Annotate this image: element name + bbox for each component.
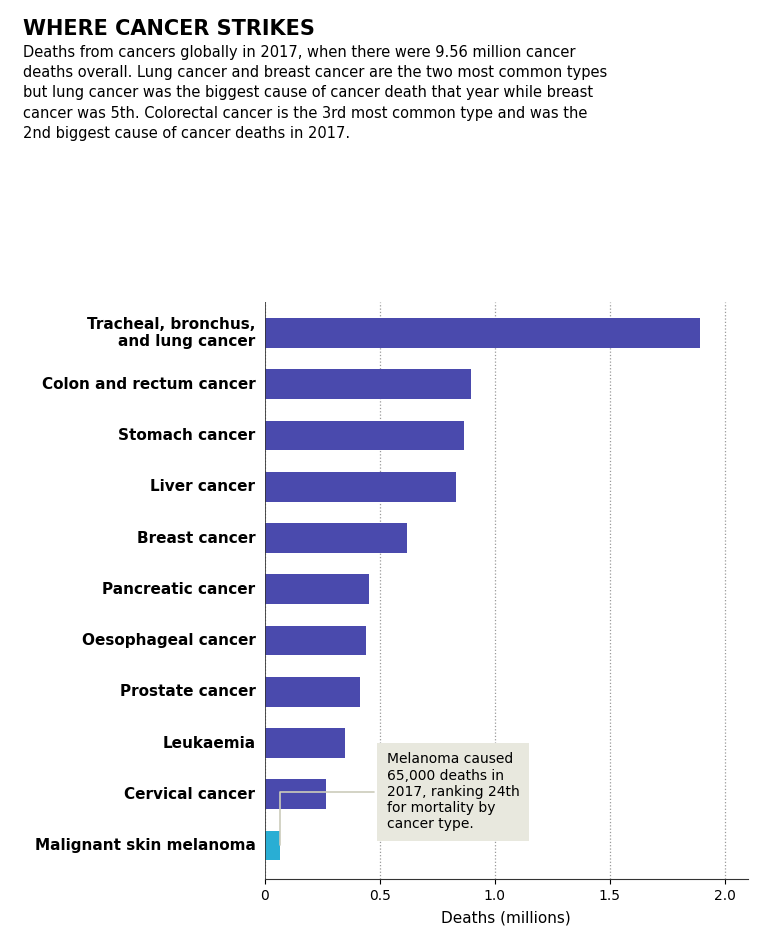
Bar	[265, 779, 325, 809]
Text: Stomach cancer: Stomach cancer	[118, 428, 255, 443]
Text: Melanoma caused
65,000 deaths in
2017, ranking 24th
for mortality by
cancer type: Melanoma caused 65,000 deaths in 2017, r…	[279, 752, 519, 845]
Text: WHERE CANCER STRIKES: WHERE CANCER STRIKES	[23, 19, 315, 39]
Bar	[265, 369, 470, 399]
Bar	[265, 728, 345, 758]
Text: Malignant skin melanoma: Malignant skin melanoma	[35, 838, 255, 853]
Text: Breast cancer: Breast cancer	[137, 530, 255, 546]
Bar	[265, 472, 456, 501]
Bar	[265, 524, 407, 552]
X-axis label: Deaths (millions): Deaths (millions)	[441, 910, 571, 926]
Bar	[265, 677, 360, 707]
Text: Pancreatic cancer: Pancreatic cancer	[102, 582, 255, 597]
Text: Oesophageal cancer: Oesophageal cancer	[81, 633, 255, 648]
Bar	[265, 420, 463, 450]
Text: Cervical cancer: Cervical cancer	[124, 787, 255, 802]
Text: Liver cancer: Liver cancer	[150, 479, 255, 494]
Bar	[265, 318, 700, 348]
Bar	[265, 830, 279, 860]
Bar	[265, 626, 366, 656]
Text: Leukaemia: Leukaemia	[163, 736, 255, 751]
Text: Colon and rectum cancer: Colon and rectum cancer	[41, 377, 255, 392]
Text: Prostate cancer: Prostate cancer	[120, 684, 255, 699]
Bar	[265, 575, 369, 604]
Text: Deaths from cancers globally in 2017, when there were 9.56 million cancer
deaths: Deaths from cancers globally in 2017, wh…	[23, 45, 607, 141]
Text: Tracheal, bronchus,
and lung cancer: Tracheal, bronchus, and lung cancer	[87, 317, 255, 349]
